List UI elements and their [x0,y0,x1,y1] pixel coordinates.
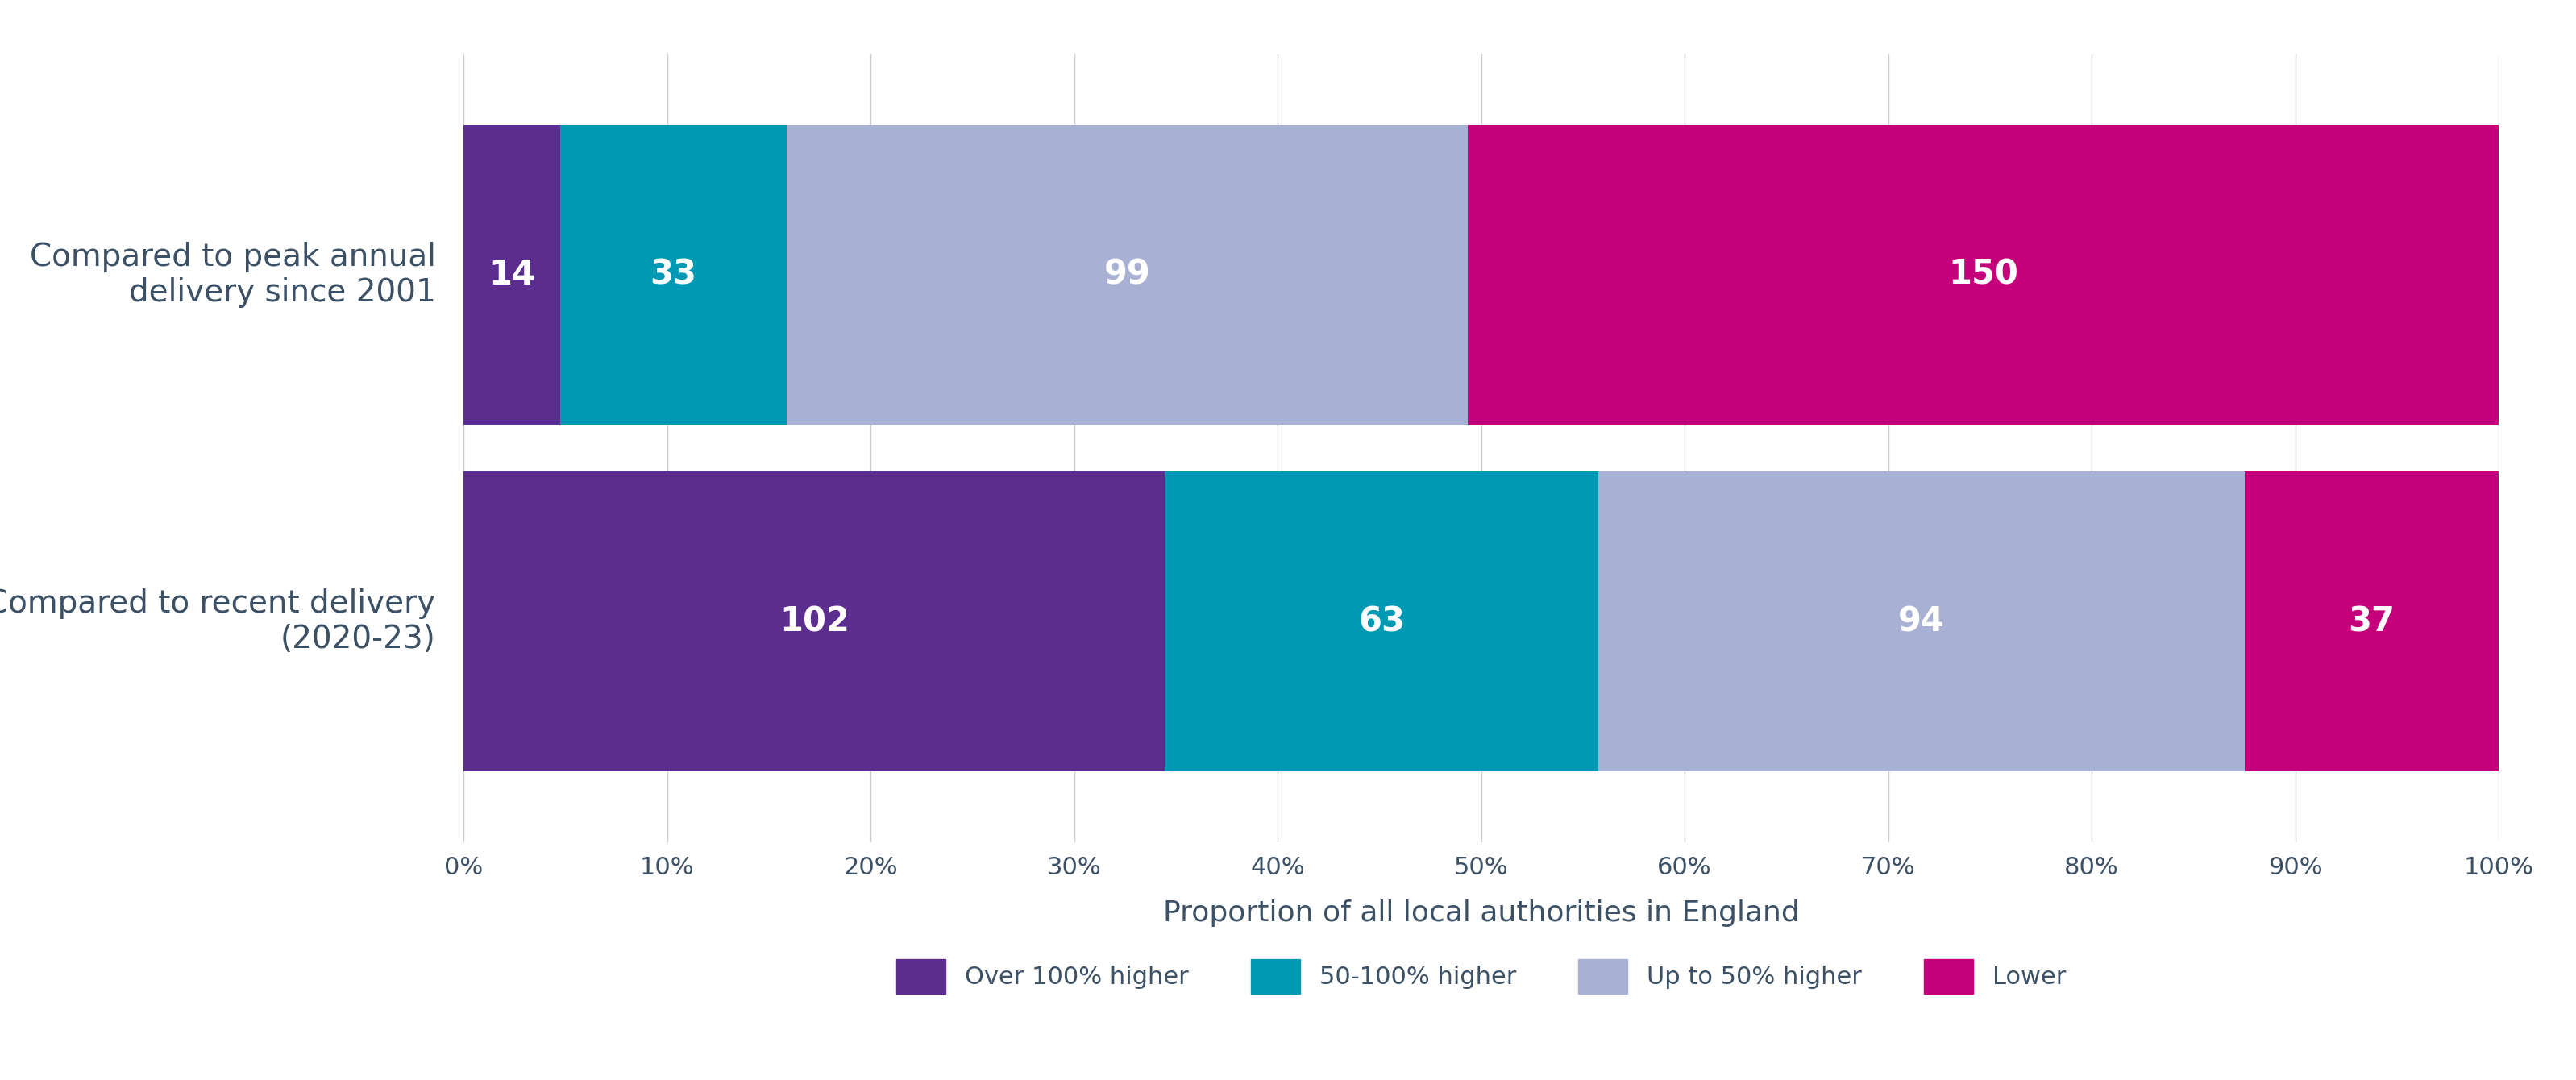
Bar [2244,472,2499,771]
Text: 99: 99 [1105,258,1151,292]
Text: 63: 63 [1358,605,1404,638]
Legend: Over 100% higher, 50-100% higher, Up to 50% higher, Lower: Over 100% higher, 50-100% higher, Up to … [886,949,2076,1003]
Bar [1597,472,2244,771]
Bar [1164,472,1597,771]
Bar [786,125,1468,424]
Bar [464,472,1164,771]
Text: 150: 150 [1947,258,2017,292]
Text: 14: 14 [489,258,536,292]
Bar [464,125,559,424]
Text: 102: 102 [781,605,850,638]
Text: 37: 37 [2349,605,2396,638]
Text: 94: 94 [1899,605,1945,638]
X-axis label: Proportion of all local authorities in England: Proportion of all local authorities in E… [1162,900,1801,927]
Bar [559,125,786,424]
Bar [1468,125,2499,424]
Text: 33: 33 [649,258,696,292]
